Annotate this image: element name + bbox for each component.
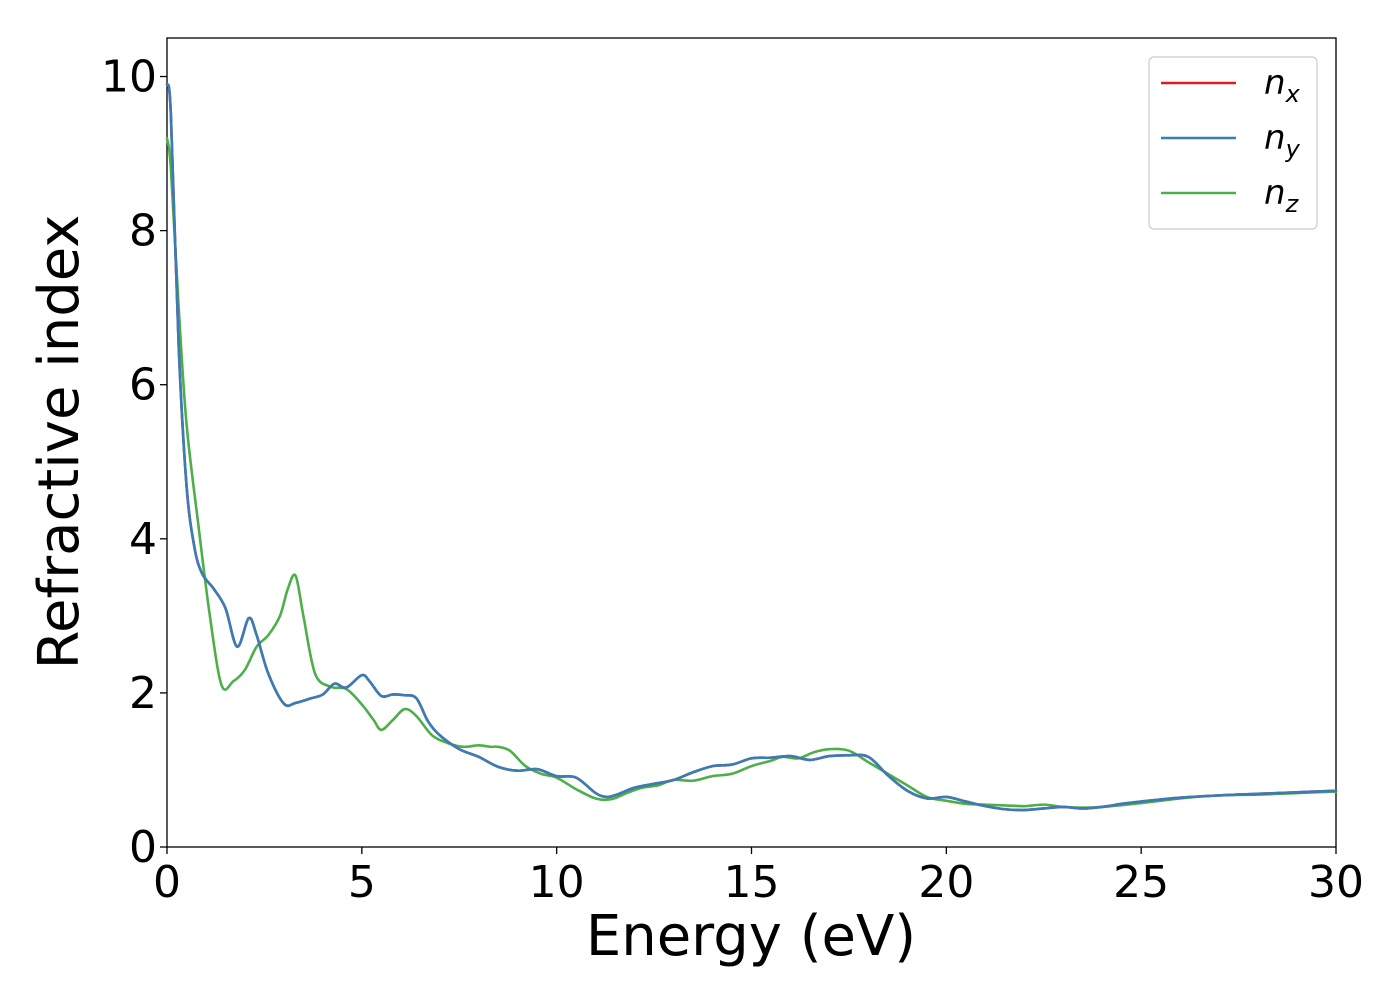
- y-tick-label: 8: [129, 206, 157, 257]
- legend-label-ny: ny: [1264, 118, 1301, 163]
- x-tick-label: 5: [348, 857, 376, 908]
- x-tick-label: 15: [724, 857, 780, 908]
- series-line-nz: [165, 136, 1338, 810]
- x-axis-label: Energy (eV): [586, 904, 916, 969]
- y-axis-ticks: 0 2 4 6 8 10: [101, 52, 167, 873]
- x-tick-label: 30: [1308, 857, 1364, 908]
- x-tick-label: 0: [153, 857, 181, 908]
- x-axis-ticks: 0 5 10 15 20 25 30: [153, 847, 1364, 908]
- y-axis-label: Refractive index: [27, 215, 92, 670]
- legend: nx ny nz: [1148, 56, 1318, 230]
- legend-box: [1148, 56, 1318, 230]
- y-tick-label: 0: [129, 822, 157, 873]
- series-line-ny: [165, 82, 1338, 812]
- x-tick-label: 25: [1113, 857, 1169, 908]
- series-layer: [165, 82, 1338, 812]
- legend-label-nx: nx: [1264, 63, 1301, 108]
- plot-area: 0 5 10 15 20 25 30 0 2 4 6 8 10: [101, 37, 1364, 908]
- y-tick-label: 2: [129, 668, 157, 719]
- legend-label-nz: nz: [1264, 173, 1300, 218]
- y-tick-label: 10: [101, 52, 157, 103]
- x-tick-label: 20: [918, 857, 974, 908]
- y-tick-label: 6: [129, 360, 157, 411]
- y-tick-label: 4: [129, 514, 157, 565]
- x-tick-label: 10: [529, 857, 585, 908]
